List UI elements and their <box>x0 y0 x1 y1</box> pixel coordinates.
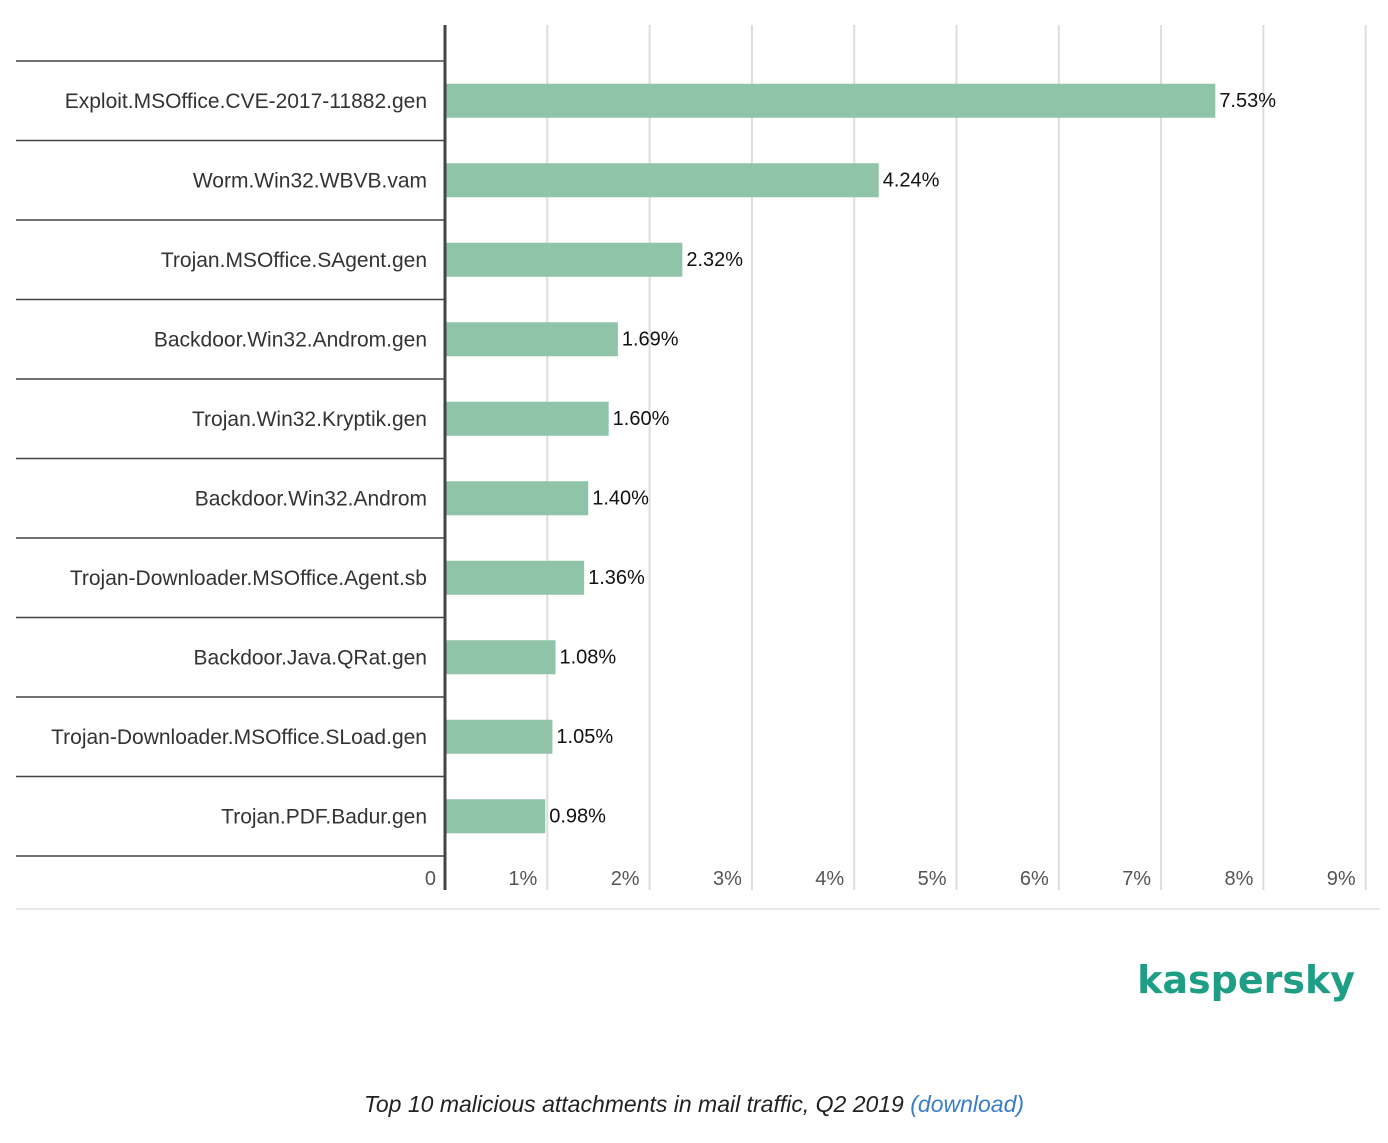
bar <box>446 799 546 834</box>
bar <box>446 401 609 436</box>
category-label: Trojan-Downloader.MSOffice.SLoad.gen <box>51 726 427 749</box>
svg-text:kaspersky: kaspersky <box>1137 958 1355 1002</box>
x-tick-label: 1% <box>508 868 537 890</box>
data-label: 1.08% <box>559 646 616 668</box>
data-label: 1.05% <box>556 726 613 748</box>
data-label: 1.36% <box>588 567 645 589</box>
bar <box>446 322 618 357</box>
bar <box>446 640 556 675</box>
bar <box>446 719 553 754</box>
x-tick-label: 9% <box>1327 868 1356 890</box>
data-label: 1.69% <box>622 328 679 350</box>
category-label: Backdoor.Win32.Androm <box>195 487 427 510</box>
x-tick-label: 3% <box>713 868 742 890</box>
x-tick-label: 5% <box>918 868 947 890</box>
data-label: 1.40% <box>592 487 649 509</box>
category-label: Worm.Win32.WBVB.vam <box>193 169 427 192</box>
x-tick-label: 6% <box>1020 868 1049 890</box>
category-label: Trojan.MSOffice.SAgent.gen <box>161 249 427 272</box>
bar <box>446 83 1216 118</box>
download-link[interactable]: (download) <box>910 1091 1025 1117</box>
x-tick-label: 0 <box>425 868 436 890</box>
data-label: 4.24% <box>883 169 940 191</box>
bar <box>446 560 585 595</box>
data-label: 1.60% <box>613 408 670 430</box>
category-label: Trojan.Win32.Kryptik.gen <box>192 408 427 431</box>
data-label: 2.32% <box>686 249 743 271</box>
bar <box>446 481 589 516</box>
kaspersky-logo: kaspersky <box>1137 958 1355 1002</box>
x-tick-label: 4% <box>815 868 844 890</box>
x-tick-label: 8% <box>1224 868 1253 890</box>
bar-chart: Exploit.MSOffice.CVE-2017-11882.gen 7.53%… <box>16 25 1380 910</box>
bar <box>446 242 683 277</box>
category-label: Backdoor.Win32.Androm.gen <box>154 328 427 351</box>
caption-text: Top 10 malicious attachments in mail tra… <box>363 1091 904 1117</box>
category-label: Trojan.PDF.Badur.gen <box>221 805 427 828</box>
category-label: Trojan-Downloader.MSOffice.Agent.sb <box>70 567 427 590</box>
data-label: 0.98% <box>549 805 606 827</box>
category-label: Exploit.MSOffice.CVE-2017-11882.gen <box>65 90 427 113</box>
bar <box>446 163 879 198</box>
x-tick-label: 2% <box>611 868 640 890</box>
x-tick-label: 7% <box>1122 868 1151 890</box>
chart-caption: Top 10 malicious attachments in mail tra… <box>0 1091 1388 1118</box>
category-label: Backdoor.Java.QRat.gen <box>194 646 427 669</box>
data-label: 7.53% <box>1219 90 1276 112</box>
